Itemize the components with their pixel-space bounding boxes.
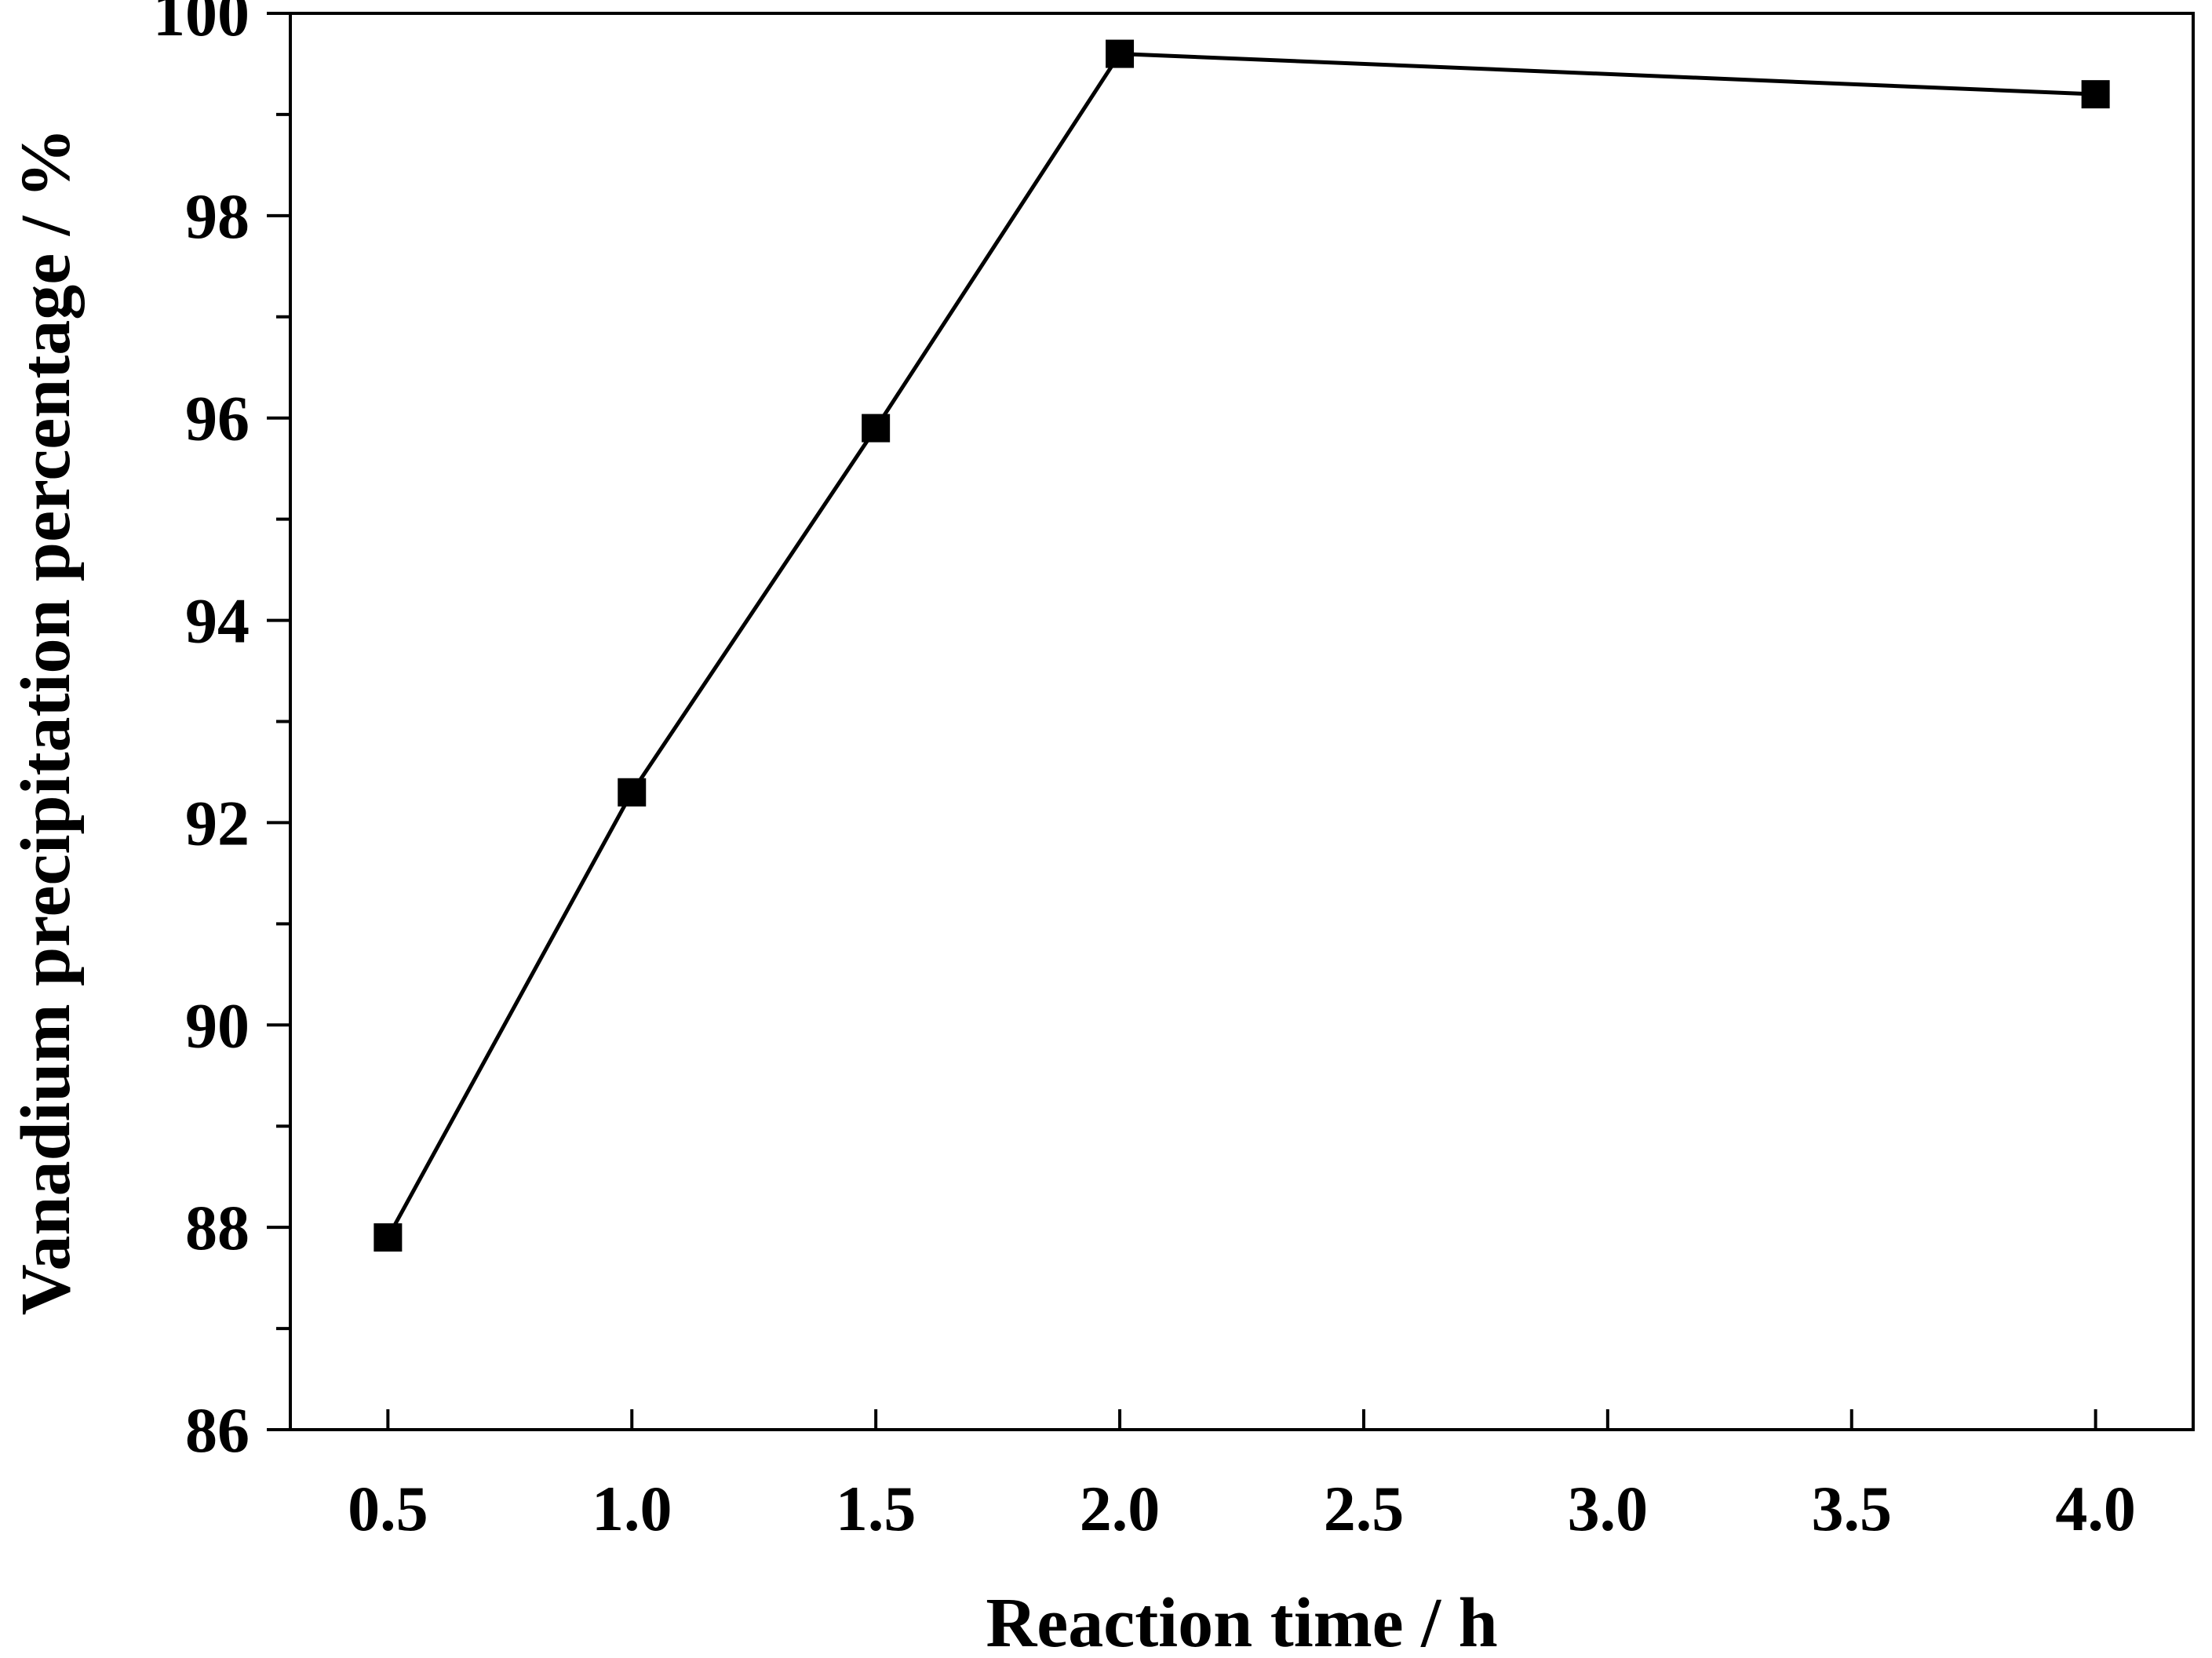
data-point-marker	[618, 778, 647, 807]
data-point-marker	[374, 1223, 403, 1252]
x-tick-label: 3.5	[1811, 1473, 1892, 1544]
y-tick-label: 96	[185, 383, 250, 454]
x-tick-label: 2.5	[1324, 1473, 1405, 1544]
series-layer	[374, 39, 2110, 1252]
y-tick-label: 100	[153, 0, 250, 49]
x-axis-ticks: 0.5 1.0 1.5 2.0 2.5 3.0 3.5 4.0	[348, 1409, 2136, 1544]
x-tick-label: 1.0	[592, 1473, 672, 1544]
y-tick-label: 98	[185, 180, 250, 252]
axes	[289, 12, 2195, 1431]
y-tick-label: 94	[185, 585, 250, 657]
x-tick-label: 1.5	[836, 1473, 917, 1544]
y-tick-label: 90	[185, 989, 250, 1061]
plot-frame	[289, 12, 2195, 1431]
x-axis-title: Reaction time / h	[986, 1584, 1497, 1658]
data-point-marker	[862, 414, 891, 443]
y-tick-label: 92	[185, 787, 250, 858]
y-tick-label: 86	[185, 1394, 250, 1466]
data-point-marker	[1106, 39, 1135, 68]
y-axis-title: Vanadium precipitation percentage / %	[7, 128, 85, 1315]
y-axis-ticks: 86 88 90 92 94 96 98 100	[153, 0, 290, 1466]
x-tick-label: 0.5	[348, 1473, 428, 1544]
x-tick-label: 3.0	[1568, 1473, 1649, 1544]
series-line	[386, 52, 2096, 1239]
x-tick-label: 2.0	[1080, 1473, 1161, 1544]
y-tick-label: 88	[185, 1192, 250, 1263]
x-tick-label: 4.0	[2055, 1473, 2136, 1544]
data-point-marker	[2081, 80, 2110, 109]
